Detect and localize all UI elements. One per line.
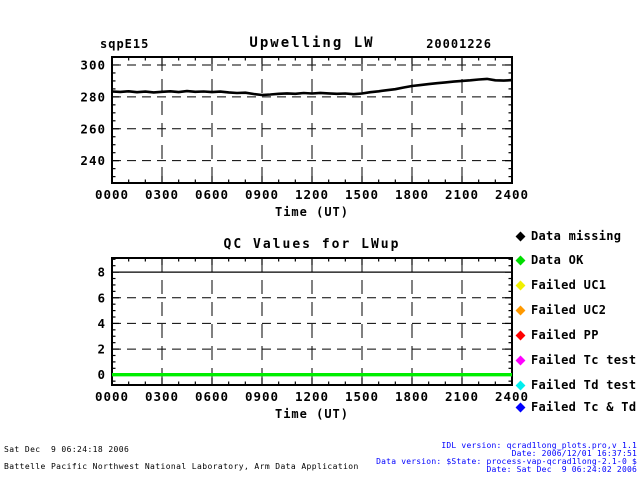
diamond-marker-icon	[515, 402, 526, 412]
diamond-marker-icon	[515, 280, 526, 290]
timestamp-text: Sat Dec 9 06:24:18 2006	[4, 445, 130, 454]
chart1-plot-area: 0000 0300 0600 0900 1200 1500 1800 2100 2400 240 2…	[80, 56, 529, 202]
legend-item-failed-uc1: Failed UC1	[515, 278, 606, 292]
legend-item-failed-td: Failed Td test	[515, 378, 636, 392]
chart2-xaxis-title: Time (UT)	[274, 407, 350, 421]
legend-item-data-missing: Data missing	[515, 229, 621, 243]
x-tick-label: 2100	[445, 187, 479, 202]
data-version-text: Data version: $State: process-vap-qcrad1…	[376, 457, 637, 466]
x-tick-label: 1200	[295, 187, 329, 202]
legend-item-failed-tc-td: Failed Tc & Td	[515, 400, 636, 414]
idl-version-text: IDL version: qcrad1long_plots.pro,v 1.1	[441, 441, 637, 450]
plot-date-text: Date: Sat Dec 9 06:24:02 2006	[486, 465, 637, 474]
chart1-station-label: sqpE15	[100, 37, 150, 51]
chart1-title: Upwelling LW	[249, 35, 375, 51]
legend-item-failed-uc2: Failed UC2	[515, 303, 606, 317]
x-tick-label: 2100	[445, 389, 479, 404]
y-tick-label: 6	[97, 290, 106, 305]
y-tick-label: 280	[80, 89, 106, 104]
chart1-xaxis-title: Time (UT)	[274, 205, 350, 219]
x-tick-label: 2400	[495, 389, 529, 404]
legend-item-data-ok: Data OK	[515, 253, 584, 267]
x-tick-label: 0900	[245, 187, 279, 202]
chart1-date-label: 20001226	[426, 37, 492, 51]
x-tick-label: 2400	[495, 187, 529, 202]
diamond-marker-icon	[515, 330, 526, 340]
x-tick-label: 0600	[195, 187, 229, 202]
x-tick-label: 0300	[145, 389, 179, 404]
x-tick-label: 1800	[395, 187, 429, 202]
y-tick-label: 300	[80, 57, 106, 72]
x-tick-label: 0600	[195, 389, 229, 404]
x-tick-label: 1200	[295, 389, 329, 404]
y-tick-label: 0	[97, 367, 106, 382]
y-tick-label: 8	[97, 265, 106, 280]
legend-item-failed-tc: Failed Tc test	[515, 353, 636, 367]
chart2-title: QC Values for LWup	[223, 237, 401, 252]
x-tick-label: 0900	[245, 389, 279, 404]
diamond-marker-icon	[515, 355, 526, 365]
legend-item-failed-pp: Failed PP	[515, 328, 599, 342]
x-tick-label: 0000	[95, 187, 129, 202]
data-series-line	[111, 77, 513, 97]
diamond-marker-icon	[515, 305, 526, 315]
diamond-marker-icon	[515, 380, 526, 390]
organization-text: Battelle Pacific Northwest National Labo…	[4, 462, 359, 471]
chart2-plot-area: 0000 0300 0600 0900 1200 1500 1800 2100 2400 0 2 4 6…	[95, 257, 529, 404]
diamond-marker-icon	[515, 231, 526, 241]
diamond-marker-icon	[515, 255, 526, 265]
x-tick-label: 1500	[345, 187, 379, 202]
idl-date-text: Date: 2006/12/01 16:37:51	[511, 449, 637, 458]
x-tick-label: 0000	[95, 389, 129, 404]
y-tick-label: 4	[97, 316, 106, 331]
x-tick-label: 1500	[345, 389, 379, 404]
y-tick-label: 260	[80, 121, 106, 136]
x-tick-label: 1800	[395, 389, 429, 404]
y-tick-label: 2	[97, 342, 106, 357]
x-tick-label: 0300	[145, 187, 179, 202]
y-tick-label: 240	[80, 153, 106, 168]
